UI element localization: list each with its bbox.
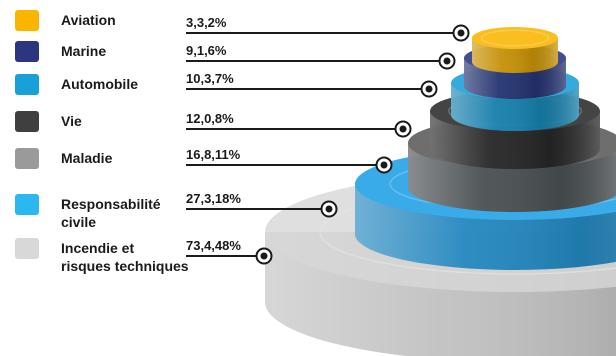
value-label: 16,8,11%	[186, 147, 241, 162]
leader-marker	[420, 80, 438, 98]
legend-label: Marine	[61, 43, 106, 59]
leader-marker	[452, 24, 470, 42]
value-label: 73,4,48%	[186, 238, 241, 253]
legend: Aviation Marine Automobile Vie Maladie Respon…	[15, 10, 189, 274]
legend-label: Aviation	[61, 12, 116, 28]
legend-label: civile	[61, 214, 96, 230]
legend-swatch	[15, 41, 39, 62]
legend-label: Vie	[61, 113, 82, 129]
legend-swatch	[15, 10, 39, 31]
legend-label: risques techniques	[61, 258, 189, 274]
legend-swatch	[15, 238, 39, 259]
leader-marker	[320, 200, 338, 218]
leader-marker	[375, 156, 393, 174]
legend-label: Automobile	[61, 76, 138, 92]
leader-marker	[394, 120, 412, 138]
value-label: 27,3,18%	[186, 191, 241, 206]
pyramid-tier	[472, 27, 558, 73]
legend-swatch	[15, 148, 39, 169]
legend-swatch	[15, 194, 39, 215]
leader-marker	[438, 52, 456, 70]
value-label: 12,0,8%	[186, 111, 234, 126]
legend-label: Responsabilité	[61, 196, 161, 212]
pyramid-tiers	[265, 27, 616, 356]
legend-swatch	[15, 111, 39, 132]
value-label: 10,3,7%	[186, 71, 234, 86]
leader-lines: 3,3,2% 9,1,6% 10,3,7% 12,0,8% 16,8,11% 27,3,1…	[186, 15, 470, 265]
legend-label: Maladie	[61, 150, 113, 166]
value-label: 9,1,6%	[186, 43, 227, 58]
legend-swatch	[15, 74, 39, 95]
leader-marker	[255, 247, 273, 265]
legend-label: Incendie et	[61, 240, 134, 256]
value-label: 3,3,2%	[186, 15, 227, 30]
